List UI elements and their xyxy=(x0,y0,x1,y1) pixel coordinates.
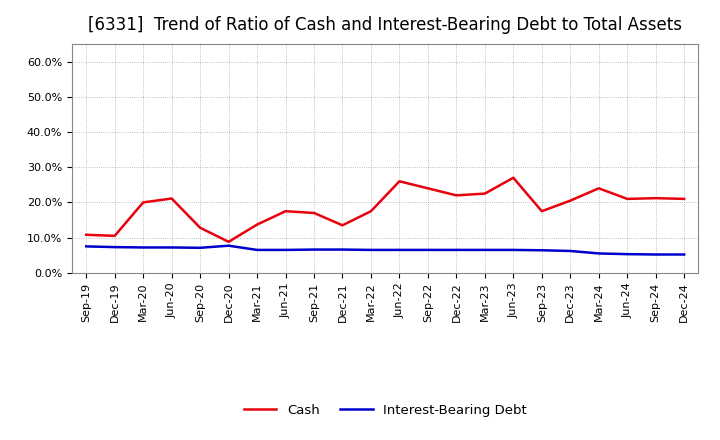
Line: Interest-Bearing Debt: Interest-Bearing Debt xyxy=(86,246,684,254)
Interest-Bearing Debt xyxy=(196,245,204,250)
Cash xyxy=(537,209,546,214)
Title: [6331]  Trend of Ratio of Cash and Interest-Bearing Debt to Total Assets: [6331] Trend of Ratio of Cash and Intere… xyxy=(88,16,683,34)
Cash xyxy=(82,232,91,238)
Cash xyxy=(595,186,603,191)
Interest-Bearing Debt xyxy=(423,247,432,253)
Interest-Bearing Debt xyxy=(139,245,148,250)
Interest-Bearing Debt xyxy=(310,247,318,252)
Interest-Bearing Debt xyxy=(110,245,119,250)
Interest-Bearing Debt xyxy=(395,247,404,253)
Interest-Bearing Debt xyxy=(253,247,261,253)
Interest-Bearing Debt xyxy=(652,252,660,257)
Cash xyxy=(423,186,432,191)
Interest-Bearing Debt xyxy=(452,247,461,253)
Interest-Bearing Debt xyxy=(338,247,347,252)
Cash xyxy=(652,195,660,201)
Cash xyxy=(139,200,148,205)
Interest-Bearing Debt xyxy=(537,248,546,253)
Interest-Bearing Debt xyxy=(623,252,631,257)
Cash xyxy=(253,222,261,227)
Cash xyxy=(509,175,518,180)
Cash xyxy=(566,198,575,203)
Cash xyxy=(623,196,631,202)
Interest-Bearing Debt xyxy=(167,245,176,250)
Interest-Bearing Debt xyxy=(509,247,518,253)
Cash xyxy=(167,196,176,201)
Interest-Bearing Debt xyxy=(566,248,575,253)
Cash xyxy=(480,191,489,196)
Interest-Bearing Debt xyxy=(366,247,375,253)
Cash xyxy=(338,223,347,228)
Interest-Bearing Debt xyxy=(282,247,290,253)
Line: Cash: Cash xyxy=(86,178,684,242)
Interest-Bearing Debt xyxy=(595,251,603,256)
Cash xyxy=(282,209,290,214)
Cash xyxy=(196,225,204,231)
Interest-Bearing Debt xyxy=(680,252,688,257)
Cash xyxy=(310,210,318,216)
Interest-Bearing Debt xyxy=(82,244,91,249)
Cash xyxy=(110,233,119,238)
Cash xyxy=(680,196,688,202)
Cash xyxy=(452,193,461,198)
Cash xyxy=(395,179,404,184)
Interest-Bearing Debt xyxy=(480,247,489,253)
Cash xyxy=(225,239,233,245)
Interest-Bearing Debt xyxy=(225,243,233,248)
Legend: Cash, Interest-Bearing Debt: Cash, Interest-Bearing Debt xyxy=(238,398,532,422)
Cash xyxy=(366,209,375,214)
